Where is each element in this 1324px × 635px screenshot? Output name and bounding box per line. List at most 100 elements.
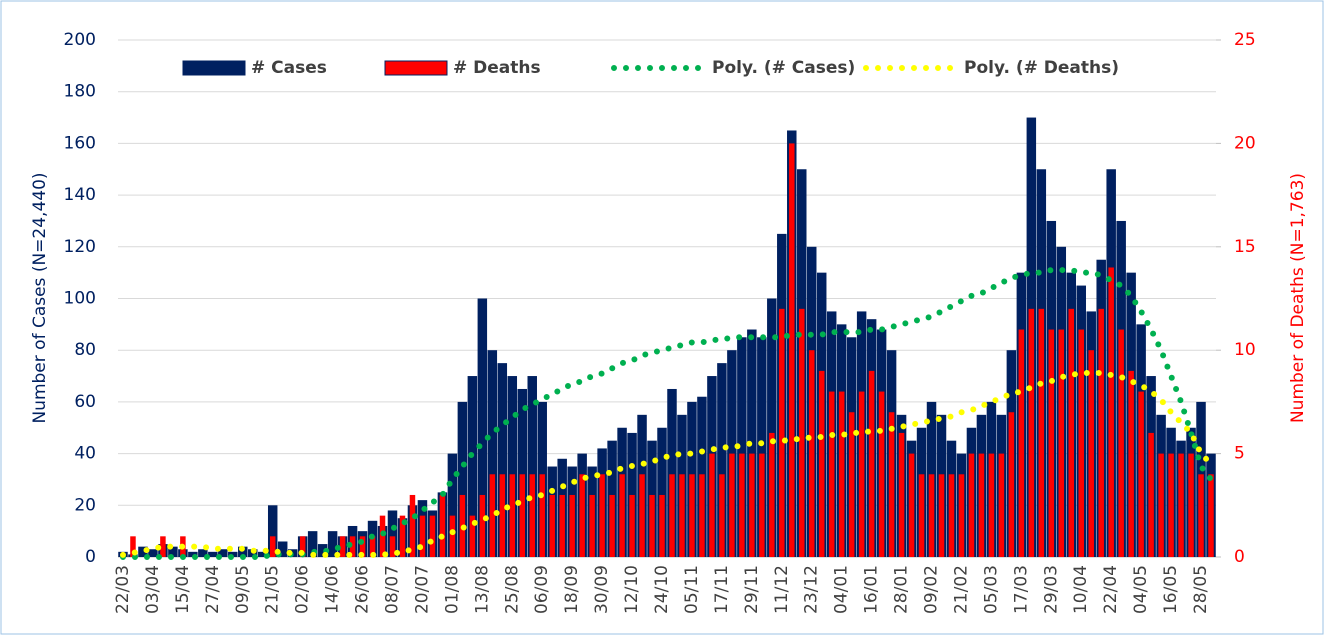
bar (808, 350, 815, 557)
trend-line (119, 369, 1215, 558)
x-tick-label: 21/05 (263, 565, 283, 614)
bar (429, 515, 436, 557)
y-tick-label: 120 (64, 237, 96, 257)
y-tick-label: 100 (64, 289, 96, 309)
bar (359, 536, 366, 557)
y-tick-label: 20 (74, 495, 96, 515)
bar (449, 515, 456, 557)
bar (269, 536, 276, 557)
bar (789, 143, 795, 557)
x-tick-label: 02/06 (293, 565, 313, 614)
bar (749, 453, 755, 557)
legend-swatch (182, 60, 246, 76)
x-tick-label: 21/02 (951, 565, 971, 614)
y2-tick-label: 5 (1234, 444, 1245, 464)
bar (938, 474, 945, 557)
bar (1128, 370, 1134, 557)
bar (1018, 329, 1025, 557)
bar (469, 515, 476, 557)
bar (629, 494, 635, 557)
bar (517, 388, 528, 557)
bar (737, 337, 747, 557)
y2-tick-label: 25 (1234, 30, 1256, 50)
bar (569, 494, 575, 557)
bar (968, 453, 975, 557)
bar (1078, 329, 1084, 557)
y2-tick-label: 20 (1234, 133, 1256, 153)
bar (1138, 391, 1144, 557)
x-tick-label: 05/03 (981, 565, 1001, 614)
bar (339, 536, 346, 557)
bar (539, 474, 545, 557)
x-tick-label: 10/04 (1071, 565, 1091, 614)
bar (457, 401, 468, 557)
y2-axis-title: Number of Deaths (N=1,763) (1288, 173, 1308, 423)
bar (1058, 329, 1065, 557)
x-tick-label: 23/12 (802, 565, 822, 614)
y2-tick-label: 10 (1234, 340, 1256, 360)
bar (719, 474, 725, 557)
y-tick-label: 180 (64, 82, 96, 102)
bar (579, 474, 585, 557)
x-tick-label: 17/03 (1011, 565, 1031, 614)
x-tick-label: 13/08 (472, 565, 492, 614)
x-tick-label: 09/05 (233, 565, 253, 614)
bar (958, 474, 965, 557)
bar (409, 494, 416, 557)
bar (168, 546, 178, 557)
bar (188, 551, 198, 557)
x-tick-label: 28/05 (1191, 565, 1211, 614)
legend-label: # Cases (251, 58, 327, 78)
bar (479, 494, 486, 557)
x-tick-label: 12/10 (622, 565, 642, 614)
bar (198, 549, 208, 557)
x-tick-label: 29/03 (1041, 565, 1061, 614)
bar (639, 474, 645, 557)
x-tick-label: 27/04 (203, 565, 223, 614)
bar (609, 494, 615, 557)
x-tick-label: 18/09 (562, 565, 582, 614)
bar (138, 546, 148, 557)
bar (238, 546, 248, 557)
x-tick-label: 09/02 (922, 565, 942, 614)
x-tick-label: 17/11 (712, 565, 732, 614)
bar (669, 474, 675, 557)
bar (848, 412, 855, 557)
bar (1178, 453, 1184, 557)
bar (858, 391, 865, 557)
bar (228, 551, 238, 557)
x-tick-label: 24/10 (652, 565, 672, 614)
bar (928, 474, 935, 557)
y-tick-label: 40 (74, 444, 96, 464)
bar (649, 494, 655, 557)
bar (399, 515, 406, 557)
bar (160, 536, 166, 557)
bar (667, 388, 677, 557)
bar (998, 453, 1005, 557)
bar (948, 474, 955, 557)
bar (838, 391, 845, 557)
bar (130, 536, 136, 557)
x-tick-label: 11/12 (772, 565, 792, 614)
bar (978, 453, 985, 557)
bar (519, 474, 526, 557)
bar (507, 376, 518, 557)
bar (657, 427, 667, 557)
bar (499, 474, 506, 557)
bar (1088, 350, 1094, 557)
bar (779, 308, 785, 557)
bar (767, 298, 777, 557)
bar (729, 453, 735, 557)
bar (1198, 474, 1204, 557)
bar (757, 337, 767, 557)
bar (257, 551, 268, 557)
bar (918, 474, 925, 557)
y-tick-label: 160 (64, 133, 96, 153)
bar (868, 370, 875, 557)
bar (1118, 329, 1124, 557)
bar (389, 536, 396, 557)
y-tick-label: 140 (64, 185, 96, 205)
x-tick-label: 04/01 (832, 565, 852, 614)
y-tick-label: 200 (64, 30, 96, 50)
y-tick-label: 60 (74, 392, 96, 412)
